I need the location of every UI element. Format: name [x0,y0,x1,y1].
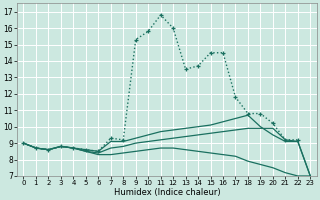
X-axis label: Humidex (Indice chaleur): Humidex (Indice chaleur) [114,188,220,197]
